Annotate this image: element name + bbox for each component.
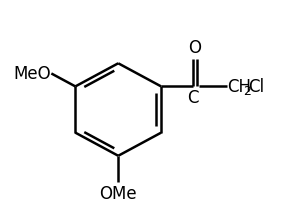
Text: OMe: OMe <box>99 184 137 202</box>
Text: C: C <box>187 89 199 107</box>
Text: CH: CH <box>228 78 251 96</box>
Text: Cl: Cl <box>248 78 264 96</box>
Text: MeO: MeO <box>14 65 51 83</box>
Text: O: O <box>188 39 201 57</box>
Text: 2: 2 <box>243 84 251 97</box>
